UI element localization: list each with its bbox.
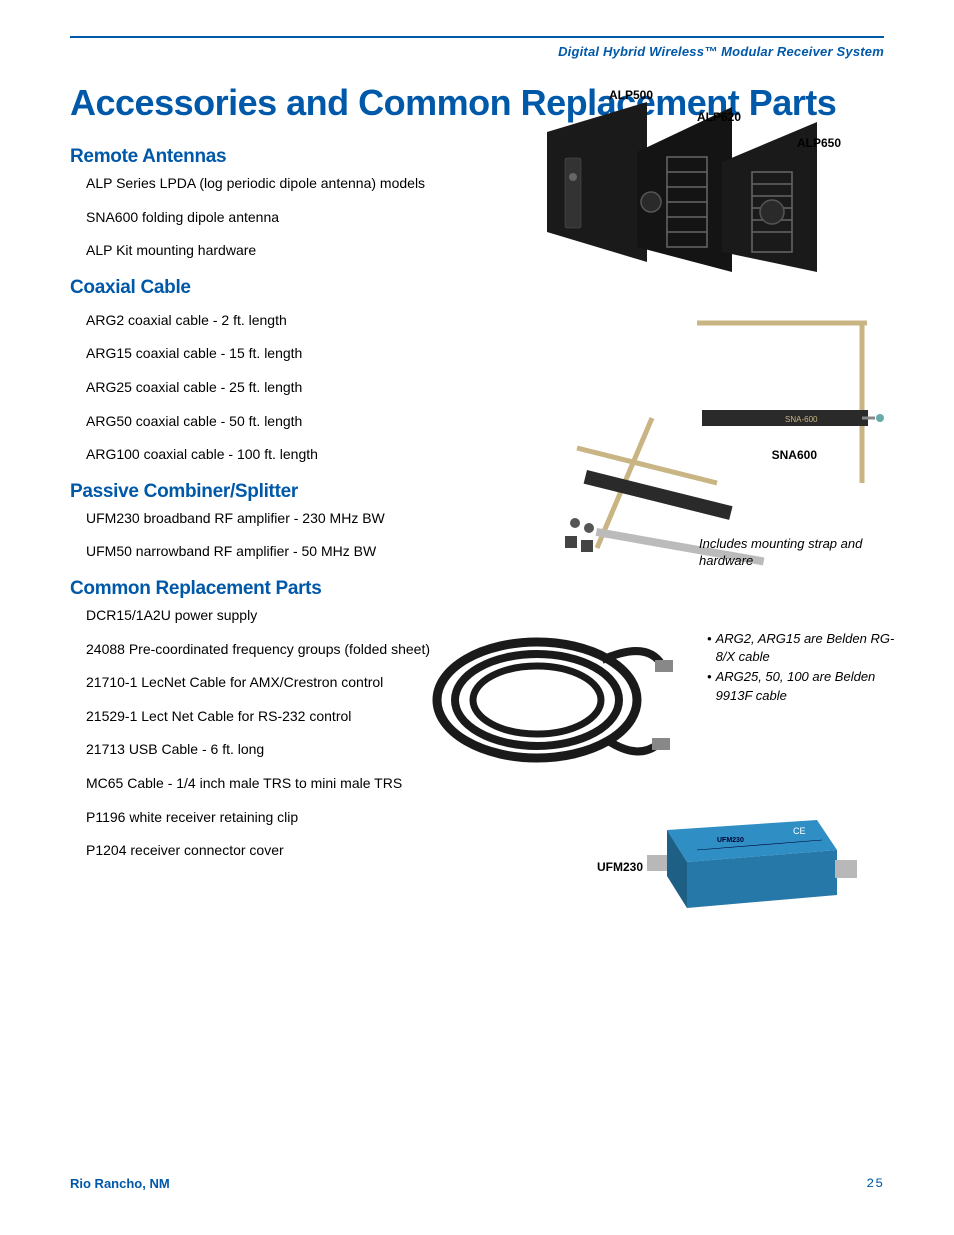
list-item: ARG25 coaxial cable - 25 ft. length	[86, 378, 477, 398]
list-item: P1204 receiver connector cover	[86, 841, 477, 861]
footer-location: Rio Rancho, NM	[70, 1176, 170, 1191]
label-alp620: ALP620	[697, 110, 741, 124]
label-alp650: ALP650	[797, 136, 841, 150]
section-passive-combiner: Passive Combiner/Splitter	[70, 481, 477, 503]
list-item: ARG15 coaxial cable - 15 ft. length	[86, 344, 477, 364]
svg-text:UFM230: UFM230	[717, 837, 744, 844]
list-item: UFM230 broadband RF amplifier - 230 MHz …	[86, 509, 477, 529]
sna600-icon: SNA-600	[517, 318, 887, 568]
figure-sna600: SNA-600 SNA600 Includes mounting strap a…	[517, 318, 887, 573]
list-item: ARG100 coaxial cable - 100 ft. length	[86, 445, 477, 465]
cable-notes: •ARG2, ARG15 are Belden RG-8/X cable •AR…	[707, 630, 907, 707]
antenna-icon	[517, 102, 877, 272]
figure-alp-antennas: ALP500 ALP620 ALP650	[517, 88, 877, 277]
list-item: ARG2 coaxial cable - 2 ft. length	[86, 311, 477, 331]
cable-note: ARG25, 50, 100 are Belden 9913F cable	[716, 668, 907, 704]
caption-sna600: Includes mounting strap and hardware	[699, 536, 887, 570]
header-product-line: Digital Hybrid Wireless™ Modular Receive…	[558, 44, 884, 59]
list-item: P1196 white receiver retaining clip	[86, 808, 477, 828]
section-replacement-parts: Common Replacement Parts	[70, 578, 477, 600]
page-footer: Rio Rancho, NM 25	[70, 1176, 884, 1191]
list-item: SNA600 folding dipole antenna	[86, 208, 477, 228]
label-alp500: ALP500	[609, 88, 653, 102]
header-rule: Digital Hybrid Wireless™ Modular Receive…	[70, 36, 884, 38]
cable-icon	[407, 610, 687, 780]
section-remote-antennas: Remote Antennas	[70, 146, 477, 168]
list-item: ARG50 coaxial cable - 50 ft. length	[86, 412, 477, 432]
figure-column: ALP500 ALP620 ALP650	[477, 130, 884, 875]
cable-note: ARG2, ARG15 are Belden RG-8/X cable	[716, 630, 907, 666]
footer-page-number: 25	[866, 1176, 884, 1191]
svg-text:SNA-600: SNA-600	[785, 415, 818, 424]
label-sna600: SNA600	[772, 448, 817, 462]
figure-ufm230: UFM230 UFM230 CE	[597, 800, 897, 935]
figure-cable: •ARG2, ARG15 are Belden RG-8/X cable •AR…	[407, 610, 907, 785]
section-coaxial-cable: Coaxial Cable	[70, 277, 477, 299]
list-item: UFM50 narrowband RF amplifier - 50 MHz B…	[86, 542, 477, 562]
list-item: ALP Kit mounting hardware	[86, 241, 477, 261]
label-ufm230: UFM230	[597, 860, 643, 874]
svg-text:CE: CE	[793, 826, 806, 836]
list-item: ALP Series LPDA (log periodic dipole ant…	[86, 174, 477, 194]
